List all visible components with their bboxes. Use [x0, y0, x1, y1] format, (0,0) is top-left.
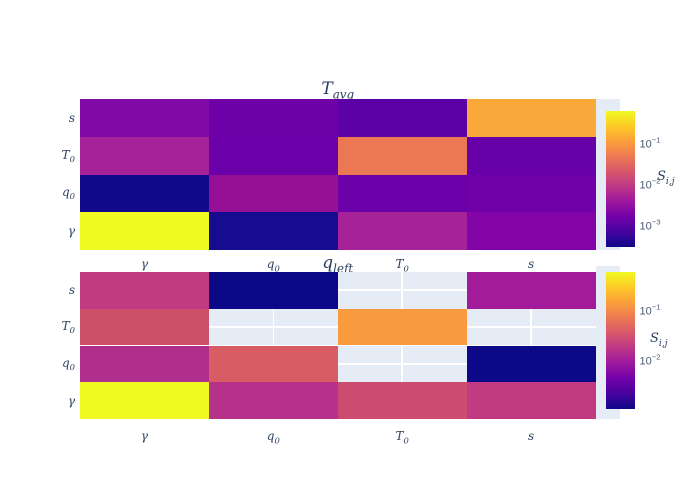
missing-gridline-h: [337, 289, 467, 291]
heatmap-cell[interactable]: [337, 212, 467, 250]
colorbar-tick-label: 10−2: [639, 176, 661, 192]
heatmap-cell[interactable]: [208, 345, 338, 383]
missing-gridline-h: [337, 363, 467, 365]
missing-gridline-h: [466, 326, 596, 328]
y-axis-label: s: [68, 283, 75, 298]
heatmap-cell[interactable]: [208, 174, 338, 213]
heatmap-cell[interactable]: [337, 174, 467, 213]
heatmap-cell-missing[interactable]: [208, 308, 338, 346]
heatmap-cell[interactable]: [337, 308, 467, 346]
heatmap-cell[interactable]: [80, 382, 209, 420]
heatmap-cell[interactable]: [337, 136, 467, 175]
x-axis-label: T0: [395, 257, 409, 274]
y-axis-label: T0: [61, 318, 75, 336]
x-axis-label: T0: [395, 429, 409, 446]
colorbar-title: Si,j: [657, 169, 675, 187]
heatmap-cell-missing[interactable]: [466, 308, 596, 346]
heatmap-cell[interactable]: [208, 136, 338, 175]
chart-title: Tavg: [321, 79, 355, 102]
y-axis-label: γ: [67, 393, 75, 408]
heatmap-cell[interactable]: [466, 212, 596, 250]
x-axis-label: q0: [266, 257, 280, 274]
missing-gridline-h: [208, 326, 338, 328]
x-axis-label: q0: [266, 429, 280, 446]
colorbar-gradient: [605, 110, 635, 247]
heatmap-cell[interactable]: [208, 271, 338, 309]
heatmap-cell-missing[interactable]: [337, 345, 467, 383]
heatmap-cell[interactable]: [337, 99, 467, 137]
heatmap-cell[interactable]: [208, 99, 338, 137]
colorbar-title: Si,j: [650, 331, 668, 349]
x-axis-label: γ: [140, 429, 149, 443]
heatmap-cell[interactable]: [80, 271, 209, 309]
y-axis-label: γ: [67, 224, 75, 239]
heatmap-cell[interactable]: [80, 136, 209, 175]
heatmap-cell[interactable]: [80, 345, 209, 383]
colorbar-gradient: [605, 271, 635, 410]
heatmap-cell[interactable]: [208, 212, 338, 250]
x-axis-label: s: [527, 429, 535, 443]
colorbar-tick-label: 10−1: [639, 135, 661, 151]
y-axis-label: q0: [61, 355, 75, 373]
heatmap-cell-missing[interactable]: [337, 271, 467, 309]
heatmap-cell[interactable]: [466, 382, 596, 420]
colorbar-tick-label: 10−3: [639, 217, 661, 233]
heatmap-cell[interactable]: [80, 174, 209, 213]
heatmap-cell[interactable]: [208, 382, 338, 420]
heatmap-cell[interactable]: [466, 271, 596, 309]
heatmap-cell[interactable]: [466, 174, 596, 213]
heatmap-cell[interactable]: [80, 308, 209, 346]
colorbar-tick-label: 10−2: [639, 352, 661, 368]
heatmap-cell[interactable]: [466, 136, 596, 175]
y-axis-label: T0: [61, 147, 75, 164]
heatmap-cell[interactable]: [337, 382, 467, 420]
colorbar-tick-label: 10−1: [639, 302, 661, 318]
y-axis-label: s: [68, 110, 75, 125]
heatmap-cell[interactable]: [466, 345, 596, 383]
x-axis-label: s: [527, 257, 535, 271]
heatmap-cell[interactable]: [80, 212, 209, 250]
x-axis-label: γ: [140, 257, 149, 271]
y-axis-label: q0: [61, 185, 75, 202]
heatmap-cell[interactable]: [466, 99, 596, 137]
heatmap-cell[interactable]: [80, 99, 209, 137]
